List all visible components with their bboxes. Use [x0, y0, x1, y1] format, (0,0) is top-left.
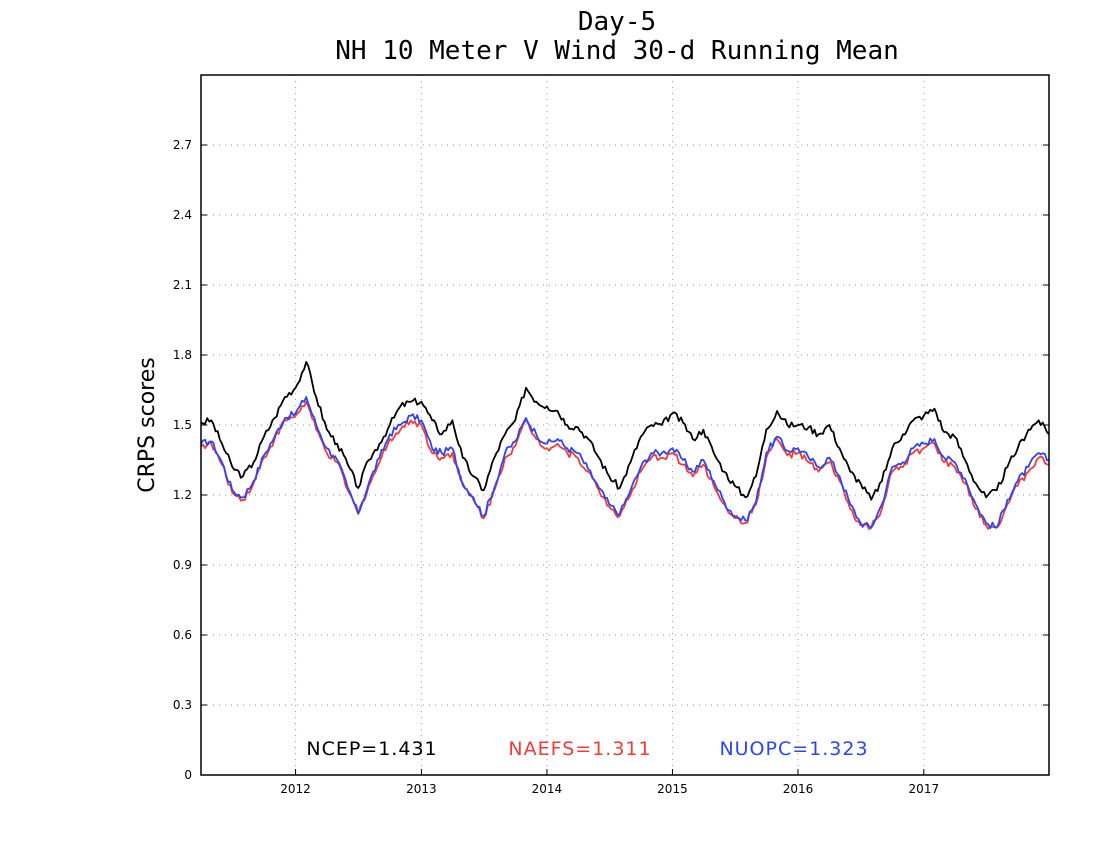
x-tick-label: 2016 — [783, 782, 814, 796]
x-tick-label: 2015 — [657, 782, 688, 796]
x-tick-label: 2012 — [280, 782, 311, 796]
y-tick-label: 1.2 — [173, 488, 192, 502]
y-axis-ticks: 0 0.3 0.6 0.9 1.2 1.5 1.8 2.1 2.4 2.7 — [173, 138, 1049, 782]
legend-entry-ncep: NCEP=1.431 — [306, 738, 437, 760]
y-tick-label: 2.1 — [173, 278, 192, 292]
data-series — [200, 361, 1050, 530]
series-line-naefs — [200, 400, 1050, 530]
x-tick-label: 2017 — [909, 782, 940, 796]
chart-title-line-2: NH 10 Meter V Wind 30-d Running Mean — [335, 36, 899, 66]
y-tick-label: 1.8 — [173, 348, 192, 362]
series-line-ncep — [200, 361, 1050, 501]
y-tick-label: 0.6 — [173, 628, 192, 642]
y-tick-label: 0 — [184, 768, 192, 782]
series-line-nuopc — [200, 396, 1050, 529]
chart-title-line-1: Day-5 — [578, 7, 656, 37]
y-axis-label: CRPS scores — [135, 357, 160, 492]
legend-entry-nuopc: NUOPC=1.323 — [719, 738, 868, 760]
legend-entry-naefs: NAEFS=1.311 — [508, 738, 651, 760]
grid-lines — [201, 75, 1049, 775]
legend: NCEP=1.431 NAEFS=1.311 NUOPC=1.323 — [306, 738, 868, 760]
x-axis-ticks: 2012 2013 2014 2015 2016 2017 — [201, 769, 1049, 796]
x-tick-label: 2013 — [406, 782, 437, 796]
y-tick-label: 2.7 — [173, 138, 192, 152]
y-tick-label: 1.5 — [173, 418, 192, 432]
y-tick-label: 0.3 — [173, 698, 192, 712]
y-tick-label: 2.4 — [173, 208, 192, 222]
y-tick-label: 0.9 — [173, 558, 192, 572]
x-tick-label: 2014 — [532, 782, 563, 796]
